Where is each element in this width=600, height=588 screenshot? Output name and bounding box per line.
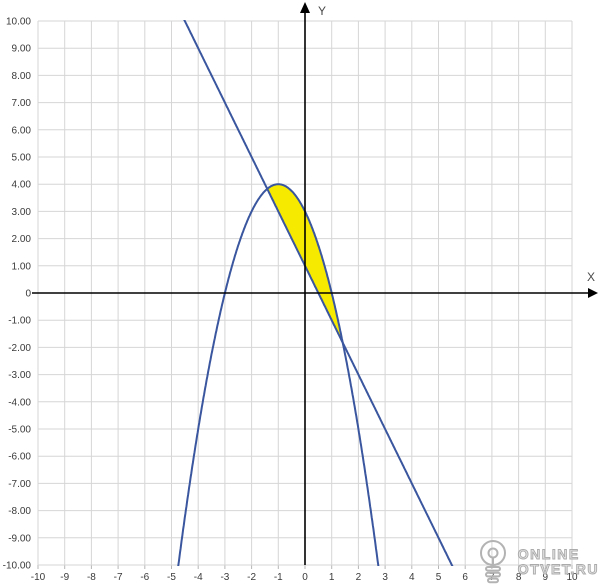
y-tick-label: -7.00 — [8, 479, 31, 490]
x-tick-label: -8 — [87, 572, 96, 583]
x-tick-label: -4 — [194, 572, 203, 583]
watermark-line2: OTVET.RU — [517, 561, 599, 578]
y-tick-label: 4.00 — [12, 180, 32, 191]
y-tick-label: 2.00 — [12, 234, 32, 245]
x-tick-label: -1 — [274, 572, 283, 583]
y-tick-label: 6.00 — [12, 125, 32, 136]
x-tick-label: -10 — [31, 572, 46, 583]
y-tick-label: -6.00 — [8, 452, 31, 463]
x-tick-label: 8 — [516, 572, 522, 583]
y-tick-label: 1.00 — [12, 261, 32, 272]
watermark: ONLINE OTVET.RU — [471, 538, 599, 586]
curves-group — [177, 20, 454, 566]
y-tick-label: -8.00 — [8, 506, 31, 517]
x-tick-label: 3 — [382, 572, 388, 583]
y-axis-arrow-icon — [300, 2, 310, 13]
x-tick-label: 4 — [409, 572, 415, 583]
x-tick-label: 10 — [566, 572, 578, 583]
y-tick-label: 0 — [25, 289, 31, 300]
y-tick-label: -4.00 — [8, 397, 31, 408]
y-tick-label: -1.00 — [8, 316, 31, 327]
x-tick-label: -5 — [167, 572, 176, 583]
x-tick-label: -3 — [220, 572, 229, 583]
y-tick-label: 7.00 — [12, 98, 32, 109]
y-tick-label: -5.00 — [8, 425, 31, 436]
y-tick-label: 5.00 — [12, 153, 32, 164]
x-tick-label: 5 — [436, 572, 442, 583]
y-tick-label: -3.00 — [8, 370, 31, 381]
x-tick-label: -7 — [114, 572, 123, 583]
y-axis-label: Y — [318, 4, 326, 18]
watermark-text: ONLINE OTVET.RU — [517, 545, 599, 578]
y-tick-label: 3.00 — [12, 207, 32, 218]
x-tick-label: 7 — [489, 572, 495, 583]
x-tick-label: -9 — [60, 572, 69, 583]
x-tick-label: 6 — [462, 572, 468, 583]
x-axis-label: X — [587, 270, 595, 284]
y-tick-label: 10.00 — [6, 17, 31, 28]
y-tick-label: 8.00 — [12, 71, 32, 82]
x-tick-label: 2 — [356, 572, 362, 583]
y-tick-label: -10.00 — [3, 561, 32, 572]
watermark-line1: ONLINE — [517, 545, 580, 562]
x-tick-label: -6 — [140, 572, 149, 583]
y-tick-label: -9.00 — [8, 533, 31, 544]
x-tick-label: 0 — [302, 572, 308, 583]
parabola-curve — [177, 183, 380, 566]
x-tick-label: -2 — [247, 572, 256, 583]
x-tick-label: 1 — [329, 572, 335, 583]
x-axis-arrow-icon — [588, 288, 598, 298]
x-tick-label: 9 — [543, 572, 549, 583]
y-tick-label: -2.00 — [8, 343, 31, 354]
lightbulb-icon — [479, 540, 506, 584]
y-tick-label: 9.00 — [12, 44, 32, 55]
